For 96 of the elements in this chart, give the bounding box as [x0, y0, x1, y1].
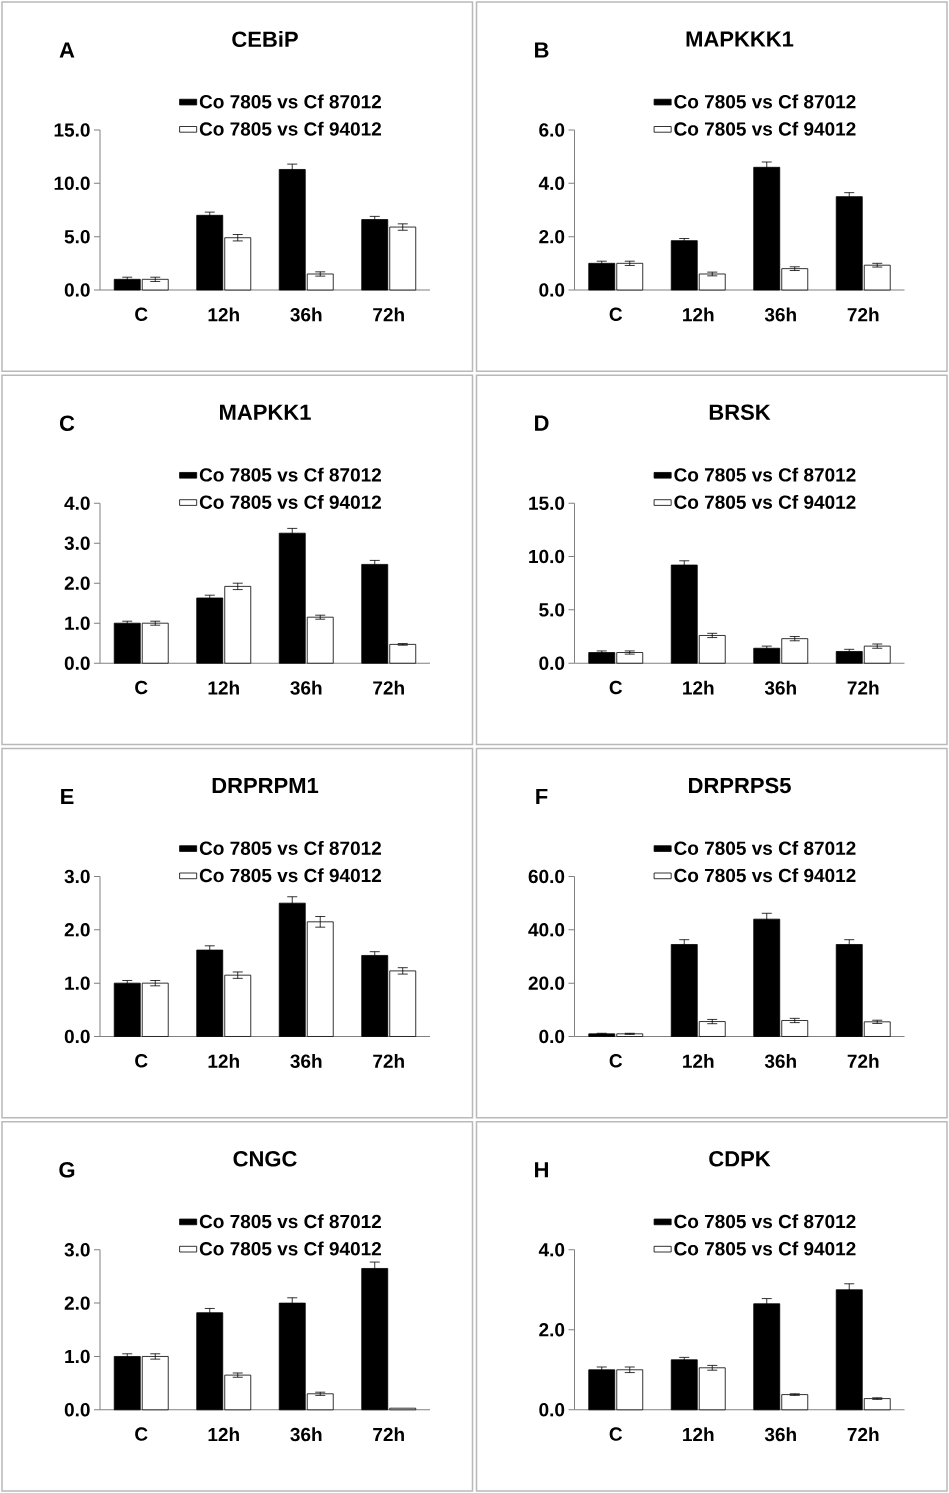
x-tick-label: 72h [847, 1054, 879, 1068]
x-tick-label: 36h [290, 1427, 322, 1442]
y-tick-label: 0.0 [64, 1403, 90, 1417]
x-tick-label: 36h [290, 307, 322, 322]
y-tick-label: 2.0 [64, 923, 90, 937]
legend-label: Co 7805 vs Cf 94012 [199, 494, 381, 509]
x-tick-label: 12h [208, 680, 239, 695]
legend-label: Co 7805 vs Cf 94012 [199, 121, 381, 136]
chart-title: CDPK [709, 1151, 771, 1167]
x-tick-label: 72h [847, 680, 879, 695]
legend-label: Co 7805 vs Cf 87012 [674, 1214, 856, 1229]
legend-label: Co 7805 vs Cf 87012 [199, 467, 381, 482]
y-tick-label: 3.0 [64, 1243, 90, 1257]
legend-label: Co 7805 vs Cf 94012 [674, 868, 856, 883]
chart-title: CEBiP [232, 30, 298, 48]
y-tick-label: 0.0 [539, 1403, 565, 1417]
x-tick-label: C [135, 1054, 148, 1068]
y-tick-label: 5.0 [539, 603, 565, 617]
text: G [59, 1162, 75, 1178]
x-tick-label: 72h [373, 1054, 404, 1068]
x-tick-label: 36h [764, 1054, 796, 1069]
y-tick-label: 40.0 [528, 923, 565, 937]
chart-title: DRPRPS5 [689, 777, 791, 794]
legend-label: Co 7805 vs Cf 87012 [199, 94, 381, 109]
y-tick-label: 4.0 [538, 1243, 565, 1257]
legend-label: Co 7805 vs Cf 87012 [674, 840, 856, 855]
text: D [535, 415, 549, 431]
y-tick-label: 0.0 [539, 283, 565, 297]
y-tick-label: 2.0 [539, 229, 565, 244]
y-tick-label: 0.0 [64, 1029, 90, 1044]
y-tick-label: 0.0 [64, 283, 90, 297]
x-tick-label: 36h [764, 1427, 796, 1442]
y-tick-label: 0.0 [539, 1029, 565, 1044]
text: C [59, 415, 75, 431]
x-tick-label: 72h [847, 307, 879, 322]
x-tick-label: 72h [373, 1427, 404, 1442]
x-tick-label: C [609, 1427, 623, 1441]
y-tick-label: 2.0 [64, 1296, 90, 1310]
x-tick-label: 12h [683, 1054, 714, 1068]
text: H [535, 1162, 548, 1178]
legend-label: Co 7805 vs Cf 87012 [199, 1214, 381, 1229]
y-tick-label: 0.0 [64, 656, 90, 670]
y-tick-label: 15.0 [529, 496, 565, 510]
y-tick-label: 60.0 [528, 869, 565, 884]
x-tick-label: 36h [290, 680, 322, 695]
y-tick-label: 10.0 [54, 176, 90, 191]
chart-title: DRPRPM1 [212, 777, 319, 794]
x-tick-label: 72h [373, 307, 404, 322]
x-tick-label: 72h [847, 1427, 879, 1442]
text: E [61, 788, 74, 805]
text: A [59, 42, 75, 58]
y-tick-label: 4.0 [64, 496, 90, 510]
x-tick-label: 72h [373, 680, 404, 695]
legend-label: Co 7805 vs Cf 87012 [199, 840, 381, 855]
chart-title: MAPKKK1 [686, 31, 794, 47]
x-tick-label: 12h [208, 307, 239, 322]
y-tick-label: 3.0 [64, 869, 90, 884]
x-tick-label: 36h [764, 307, 796, 322]
y-tick-label: 1.0 [65, 1349, 90, 1364]
x-tick-label: 12h [208, 1427, 239, 1442]
y-tick-label: 10.0 [529, 549, 565, 564]
x-tick-label: C [609, 680, 623, 695]
chart-title: CNGC [233, 1151, 297, 1167]
y-tick-label: 1.0 [65, 616, 90, 630]
y-tick-label: 2.0 [539, 1323, 565, 1337]
x-tick-label: 12h [683, 307, 714, 322]
x-tick-label: C [135, 1427, 148, 1441]
y-tick-label: 1.0 [65, 976, 90, 990]
legend-label: Co 7805 vs Cf 94012 [674, 121, 856, 136]
y-tick-label: 5.0 [64, 229, 90, 244]
y-tick-label: 0.0 [539, 656, 565, 670]
legend-label: Co 7805 vs Cf 87012 [674, 94, 856, 109]
chart-title: BRSK [709, 404, 771, 420]
legend-label: Co 7805 vs Cf 87012 [674, 467, 856, 482]
y-tick-label: 20.0 [528, 976, 565, 990]
x-tick-label: C [135, 307, 148, 321]
legend-label: Co 7805 vs Cf 94012 [674, 1241, 856, 1256]
x-tick-label: 12h [683, 1427, 714, 1442]
legend-label: Co 7805 vs Cf 94012 [199, 868, 381, 883]
x-tick-label: 12h [208, 1054, 239, 1068]
x-tick-label: 12h [683, 680, 714, 695]
y-tick-label: 15.0 [54, 123, 90, 137]
legend-label: Co 7805 vs Cf 94012 [674, 494, 856, 509]
y-tick-label: 4.0 [538, 176, 565, 191]
legend-label: Co 7805 vs Cf 94012 [199, 1241, 381, 1256]
text: B [535, 42, 549, 58]
y-tick-label: 3.0 [64, 536, 90, 550]
x-tick-label: 36h [290, 1054, 322, 1069]
chart-title: MAPKK1 [220, 404, 311, 420]
text: F [536, 788, 548, 805]
y-tick-label: 2.0 [64, 576, 90, 590]
y-tick-label: 6.0 [539, 123, 565, 137]
x-tick-label: C [609, 307, 623, 321]
x-tick-label: C [609, 1054, 623, 1068]
x-tick-label: C [135, 680, 148, 695]
x-tick-label: 36h [764, 680, 796, 695]
